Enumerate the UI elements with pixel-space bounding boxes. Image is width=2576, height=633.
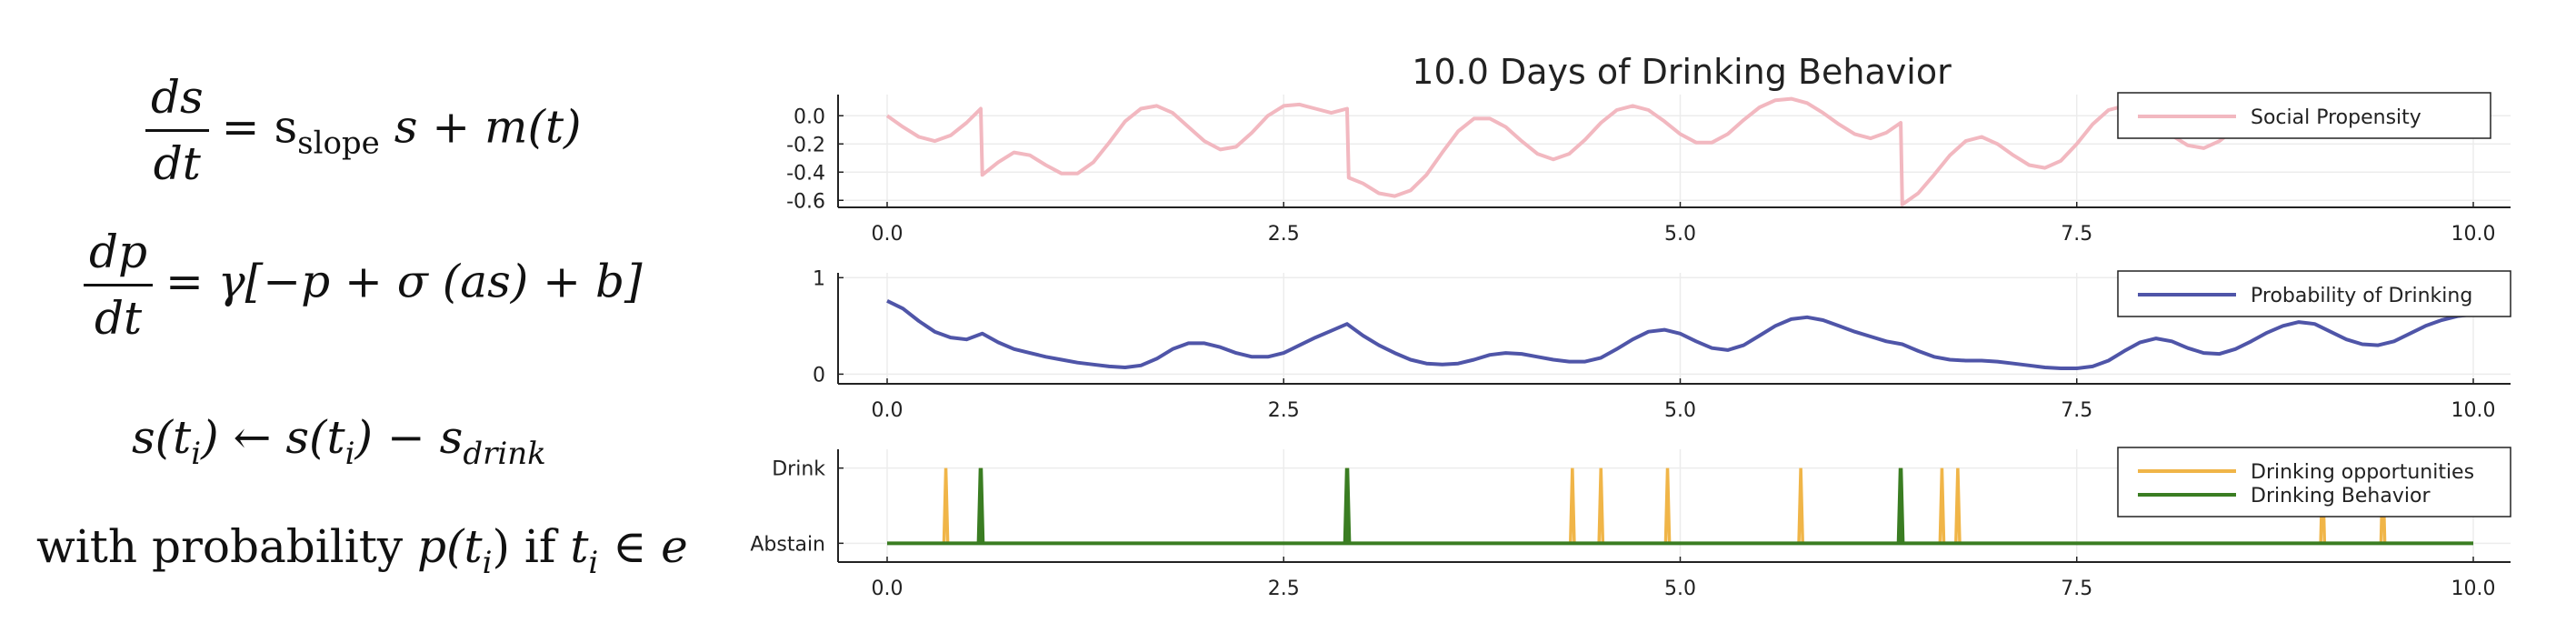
y-tick-label: 0.0	[794, 106, 825, 128]
legend-label: Probability of Drinking	[2251, 285, 2472, 307]
fraction-ds-dt: ds dt	[145, 71, 209, 190]
x-tick-label: 7.5	[2061, 223, 2092, 246]
subscript-i: i	[482, 545, 493, 581]
spike-mark	[976, 467, 985, 544]
equation-rhs: = γ[−p + σ (as) + b]	[165, 255, 643, 308]
spike-mark	[1343, 467, 1352, 544]
equation-probability-dynamics: dp dt = γ[−p + σ (as) + b]	[84, 226, 642, 345]
subscript-i: i	[588, 545, 599, 581]
spike-mark	[1597, 467, 1605, 544]
equation-mid: ) ← s(t	[201, 411, 345, 464]
fraction-numerator: ds	[145, 71, 209, 132]
condition-prefix: with probability	[36, 520, 418, 573]
condition-time: t	[570, 520, 589, 573]
legend-label: Social Propensity	[2251, 106, 2421, 129]
spike-mark	[1938, 467, 1946, 544]
drinking-behavior-chart: 10.0 Days of Drinking Behavior 0.0 2.5 5.0…	[750, 52, 2511, 600]
x-tick-label: 7.5	[2061, 578, 2092, 600]
y-tick-label: Drink	[772, 458, 825, 481]
x-tick-label: 5.0	[1664, 578, 1696, 600]
spike-mark	[1568, 467, 1576, 544]
series-line	[886, 299, 2474, 370]
subscript-drink: drink	[463, 436, 546, 472]
equation-lhs: s(t	[132, 411, 192, 464]
equation-condition: with probability p(ti) if ti ∈ e	[36, 520, 688, 581]
legend-label: Drinking Behavior	[2251, 485, 2431, 507]
subscript-slope: slope	[297, 125, 380, 162]
equation-rhs-b: s + m(t)	[379, 100, 582, 154]
y-tick-label: 0	[813, 364, 825, 387]
x-tick-label: 0.0	[872, 223, 904, 246]
y-tick-label: -0.4	[786, 162, 825, 185]
chart-title: 10.0 Days of Drinking Behavior	[1412, 52, 1952, 92]
condition-if: ) if	[492, 520, 571, 573]
spike-mark	[1954, 467, 1962, 544]
fraction-denominator: dt	[153, 137, 201, 190]
x-tick-label: 2.5	[1268, 223, 1300, 246]
x-tick-label: 0.0	[872, 399, 904, 422]
spike-mark	[1663, 467, 1672, 544]
condition-probability: p(t	[417, 520, 483, 573]
series-line	[885, 96, 2363, 206]
x-tick-label: 0.0	[872, 578, 904, 600]
subscript-i: i	[344, 436, 355, 472]
fraction-dp-dt: dp dt	[84, 226, 154, 345]
fraction-denominator: dt	[94, 292, 143, 345]
subscript-i: i	[191, 436, 202, 472]
x-tick-label: 2.5	[1268, 578, 1300, 600]
condition-set: ∈ e	[598, 520, 688, 573]
y-tick-label: -0.6	[786, 190, 825, 213]
x-tick-label: 10.0	[2451, 223, 2496, 246]
equation-rhs-a: = s	[221, 100, 298, 154]
equation-social-dynamics: ds dt = sslope s + m(t)	[145, 71, 582, 190]
x-tick-label: 10.0	[2451, 399, 2496, 422]
equations-panel: ds dt = sslope s + m(t) dp dt = γ[−p + σ…	[0, 0, 718, 633]
y-tick-label: 1	[813, 267, 825, 290]
x-tick-label: 7.5	[2061, 399, 2092, 422]
x-tick-label: 10.0	[2451, 578, 2496, 600]
legend-box	[2117, 447, 2511, 517]
x-tick-label: 5.0	[1664, 223, 1696, 246]
equation-drink-update: s(ti) ← s(ti) − sdrink	[132, 411, 546, 472]
spike-mark	[942, 467, 950, 544]
fraction-numerator: dp	[84, 226, 154, 286]
equation-rhs: ) − s	[354, 411, 464, 464]
spike-mark	[1797, 467, 1804, 544]
y-tick-label: -0.2	[786, 134, 825, 156]
spike-mark	[1896, 467, 1905, 544]
legend-label: Drinking opportunities	[2251, 461, 2474, 484]
y-tick-label: Abstain	[750, 533, 825, 556]
x-tick-label: 2.5	[1268, 399, 1300, 422]
x-tick-label: 5.0	[1664, 399, 1696, 422]
